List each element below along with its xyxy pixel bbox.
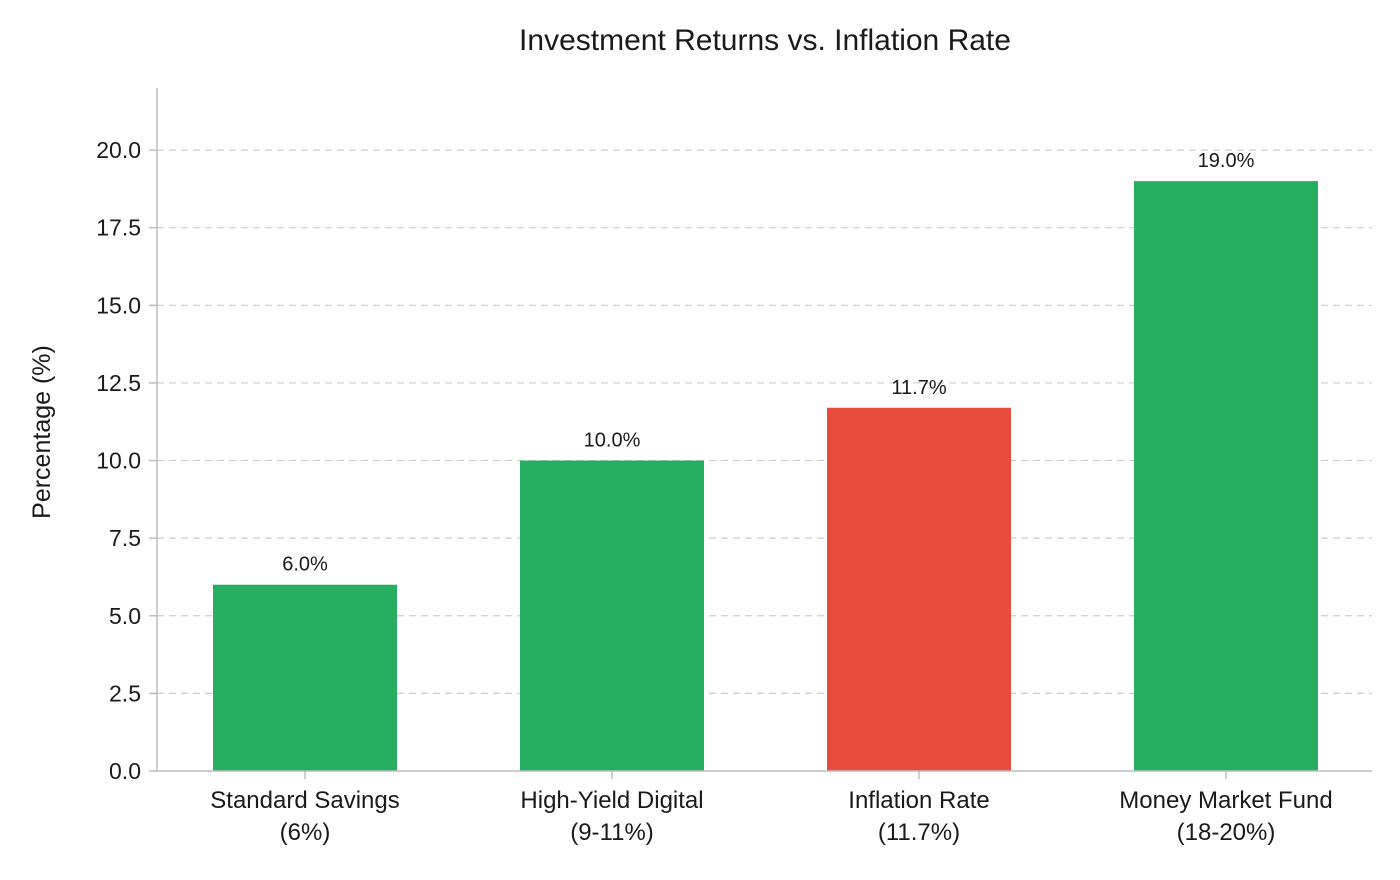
x-tick-label: (9-11%) bbox=[570, 819, 654, 846]
bar bbox=[520, 460, 704, 771]
y-tick-label: 20.0 bbox=[96, 137, 141, 163]
x-tick-label: (6%) bbox=[280, 819, 331, 846]
bar bbox=[1134, 181, 1318, 772]
bars bbox=[213, 181, 1318, 772]
x-tick-label: High-Yield Digital bbox=[520, 787, 703, 814]
x-tick-label: Standard Savings bbox=[210, 787, 399, 814]
value-label: 11.7% bbox=[891, 377, 946, 399]
x-tick-label: Money Market Fund bbox=[1119, 787, 1332, 814]
y-tick-label: 0.0 bbox=[109, 758, 141, 784]
y-tick-labels: 0.0 2.5 5.0 7.5 10.0 12.5 15.0 17.5 20.0 bbox=[96, 137, 157, 784]
y-tick-label: 5.0 bbox=[109, 603, 141, 629]
x-tick-label: Inflation Rate bbox=[848, 787, 989, 814]
y-tick-label: 17.5 bbox=[96, 215, 141, 241]
y-tick-label: 7.5 bbox=[109, 525, 141, 551]
y-tick-label: 2.5 bbox=[109, 680, 141, 706]
value-label: 6.0% bbox=[282, 554, 328, 576]
x-tick-label: (11.7%) bbox=[878, 819, 960, 846]
y-tick-label: 10.0 bbox=[96, 448, 141, 474]
y-axis-title: Percentage (%) bbox=[28, 345, 56, 519]
y-tick-label: 12.5 bbox=[96, 370, 141, 396]
value-labels: 6.0% 10.0% 11.7% 19.0% bbox=[282, 150, 1254, 576]
axes bbox=[156, 88, 1372, 772]
chart-title: Investment Returns vs. Inflation Rate bbox=[519, 24, 1011, 57]
bar bbox=[213, 584, 397, 771]
value-label: 10.0% bbox=[584, 430, 641, 452]
bar bbox=[827, 407, 1011, 771]
y-tick-label: 15.0 bbox=[96, 292, 141, 318]
value-label: 19.0% bbox=[1198, 150, 1255, 172]
x-tick-label: (18-20%) bbox=[1177, 819, 1276, 846]
x-tick-labels: Standard Savings (6%) High-Yield Digital (9… bbox=[210, 771, 1333, 846]
